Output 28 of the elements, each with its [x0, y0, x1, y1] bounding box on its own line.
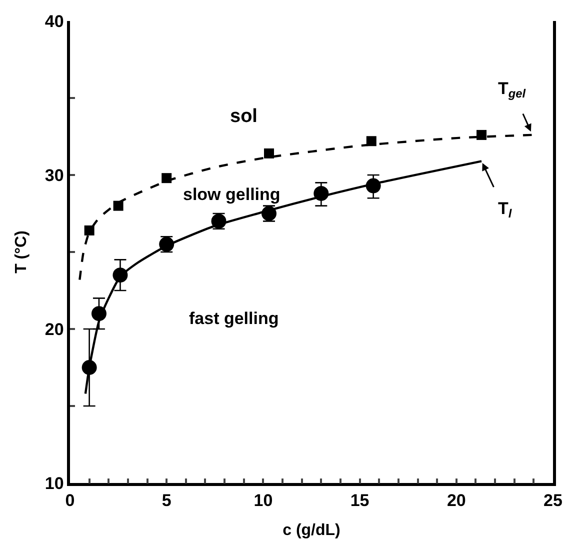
y-axis-title: T (°C) [12, 230, 30, 274]
y-tick-label: 30 [44, 166, 64, 185]
x-tick-label: 20 [446, 491, 466, 510]
annotation: fast gelling [189, 309, 279, 328]
y-tick-label: 20 [44, 320, 64, 339]
annotation: T$_{l}$ [498, 199, 512, 221]
y-tick-label: 10 [44, 474, 64, 493]
point [476, 130, 487, 140]
annotation: sol [230, 106, 258, 127]
point [162, 173, 172, 184]
point [112, 268, 128, 283]
x-tick-label: 15 [350, 491, 370, 510]
x-tick-label: 0 [65, 491, 75, 510]
annotation: T$_{gel}$ [498, 79, 526, 101]
annotation: slow gelling [183, 185, 280, 204]
point [113, 200, 124, 211]
point [84, 225, 94, 236]
point [366, 136, 376, 146]
x-tick-label: 25 [544, 491, 562, 510]
point [91, 306, 106, 322]
y-tick-label: 40 [44, 12, 64, 31]
x-tick-label: 10 [254, 491, 273, 510]
point [82, 360, 97, 375]
x-axis-title: c (g/dL) [282, 522, 340, 539]
x-tick-label: 5 [162, 491, 172, 510]
point [314, 186, 329, 201]
point [366, 178, 381, 194]
point [264, 148, 274, 158]
